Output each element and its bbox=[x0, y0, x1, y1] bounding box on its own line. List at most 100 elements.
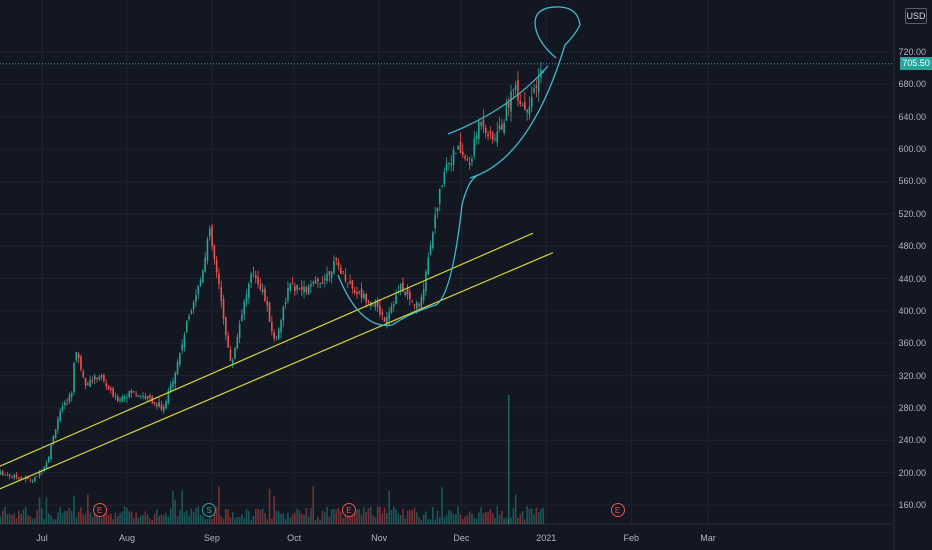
volume-bar bbox=[330, 509, 333, 524]
earnings-event-marker[interactable]: E bbox=[341, 503, 356, 517]
volume-bar bbox=[149, 518, 151, 524]
earnings-event-marker[interactable]: E bbox=[92, 503, 107, 517]
volume-bar bbox=[505, 517, 508, 524]
candle-body bbox=[162, 406, 165, 412]
candle-body bbox=[153, 401, 156, 405]
volume-bar bbox=[484, 511, 487, 524]
volume-bar bbox=[491, 512, 494, 524]
volume-bar bbox=[261, 508, 264, 524]
volume-bar bbox=[535, 507, 538, 524]
candle-body bbox=[220, 287, 223, 301]
candle-body bbox=[225, 317, 227, 336]
candle-body bbox=[429, 245, 432, 255]
volume-bar bbox=[89, 512, 91, 524]
volume-bar bbox=[197, 506, 200, 524]
candle-body bbox=[526, 109, 528, 113]
candle-body bbox=[238, 324, 241, 338]
candle-body bbox=[188, 316, 190, 320]
candle-body bbox=[38, 470, 41, 476]
volume-bar bbox=[452, 514, 455, 524]
volume-bar bbox=[199, 514, 202, 524]
candle-body bbox=[100, 375, 103, 378]
candle-body bbox=[137, 395, 140, 397]
volume-bar bbox=[289, 517, 292, 524]
price-tick-label: 440.00 bbox=[898, 273, 926, 284]
volume-bar bbox=[13, 513, 16, 524]
candle-body bbox=[448, 162, 450, 164]
candle-body bbox=[450, 163, 453, 166]
volume-bar bbox=[11, 515, 13, 524]
volume-bar bbox=[128, 511, 131, 524]
volume-bar bbox=[34, 518, 36, 524]
volume-bar bbox=[59, 507, 62, 524]
candle-body bbox=[121, 396, 124, 402]
candle-body bbox=[169, 384, 172, 392]
volume-bar bbox=[291, 514, 294, 524]
cup-curve bbox=[337, 174, 479, 327]
volume-bar bbox=[420, 519, 423, 524]
candle-body bbox=[135, 393, 137, 395]
volume-bar bbox=[271, 518, 273, 524]
candle-body bbox=[349, 281, 351, 284]
candle-body bbox=[208, 228, 211, 237]
volume-bar bbox=[176, 516, 179, 524]
candle-body bbox=[77, 353, 80, 359]
volume-bar bbox=[314, 519, 317, 524]
volume-bar bbox=[52, 518, 55, 524]
candle-body bbox=[199, 280, 202, 286]
candle-body bbox=[358, 291, 361, 293]
volume-bar bbox=[229, 517, 232, 524]
candle-body bbox=[64, 402, 66, 405]
volume-bar bbox=[234, 518, 236, 524]
volume-bar bbox=[181, 490, 183, 524]
earnings-event-marker[interactable]: E bbox=[610, 503, 625, 517]
candle-body bbox=[45, 462, 48, 469]
price-tick-label: 360.00 bbox=[898, 338, 926, 349]
volume-bar bbox=[280, 513, 282, 524]
volume-bar bbox=[64, 511, 66, 524]
candle-body bbox=[15, 474, 18, 478]
candle-body bbox=[438, 188, 441, 204]
candle-body bbox=[36, 476, 39, 478]
volume-bar bbox=[84, 513, 87, 524]
volume-bar bbox=[1, 510, 4, 524]
candle-body bbox=[351, 280, 354, 288]
candle-body bbox=[321, 282, 324, 284]
volume-bar bbox=[227, 509, 229, 524]
volume-bar bbox=[50, 515, 52, 524]
volume-bar bbox=[36, 510, 39, 524]
split-event-marker[interactable]: S bbox=[202, 503, 217, 517]
volume-bar bbox=[418, 517, 420, 524]
volume-bar bbox=[174, 499, 177, 524]
candle-body bbox=[468, 163, 471, 165]
candle-body bbox=[392, 304, 395, 307]
volume-bar bbox=[24, 507, 27, 524]
candle-body bbox=[413, 304, 416, 306]
volume-bar bbox=[466, 515, 469, 524]
candle-body bbox=[275, 337, 278, 338]
volume-bar bbox=[4, 506, 6, 524]
volume-bar bbox=[225, 508, 227, 524]
price-tick-label: 560.00 bbox=[898, 176, 926, 187]
volume-bar bbox=[356, 509, 358, 524]
candle-body bbox=[381, 312, 384, 316]
candle-body bbox=[372, 304, 374, 306]
volume-bar bbox=[381, 513, 384, 524]
volume-bar bbox=[461, 519, 464, 524]
candle-body bbox=[165, 401, 167, 409]
candle-body bbox=[174, 372, 177, 384]
currency-label[interactable]: USD bbox=[905, 8, 927, 24]
candle-body bbox=[367, 301, 370, 303]
volume-bar bbox=[326, 506, 328, 524]
volume-bar bbox=[268, 488, 271, 524]
candle-body bbox=[510, 91, 512, 112]
volume-bar bbox=[422, 514, 425, 524]
volume-bar bbox=[450, 511, 453, 524]
volume-bar bbox=[386, 513, 388, 524]
volume-bar bbox=[204, 519, 206, 524]
volume-bar bbox=[68, 507, 71, 524]
volume-bar bbox=[413, 507, 416, 524]
volume-bar bbox=[20, 513, 22, 524]
candle-body bbox=[300, 286, 303, 290]
